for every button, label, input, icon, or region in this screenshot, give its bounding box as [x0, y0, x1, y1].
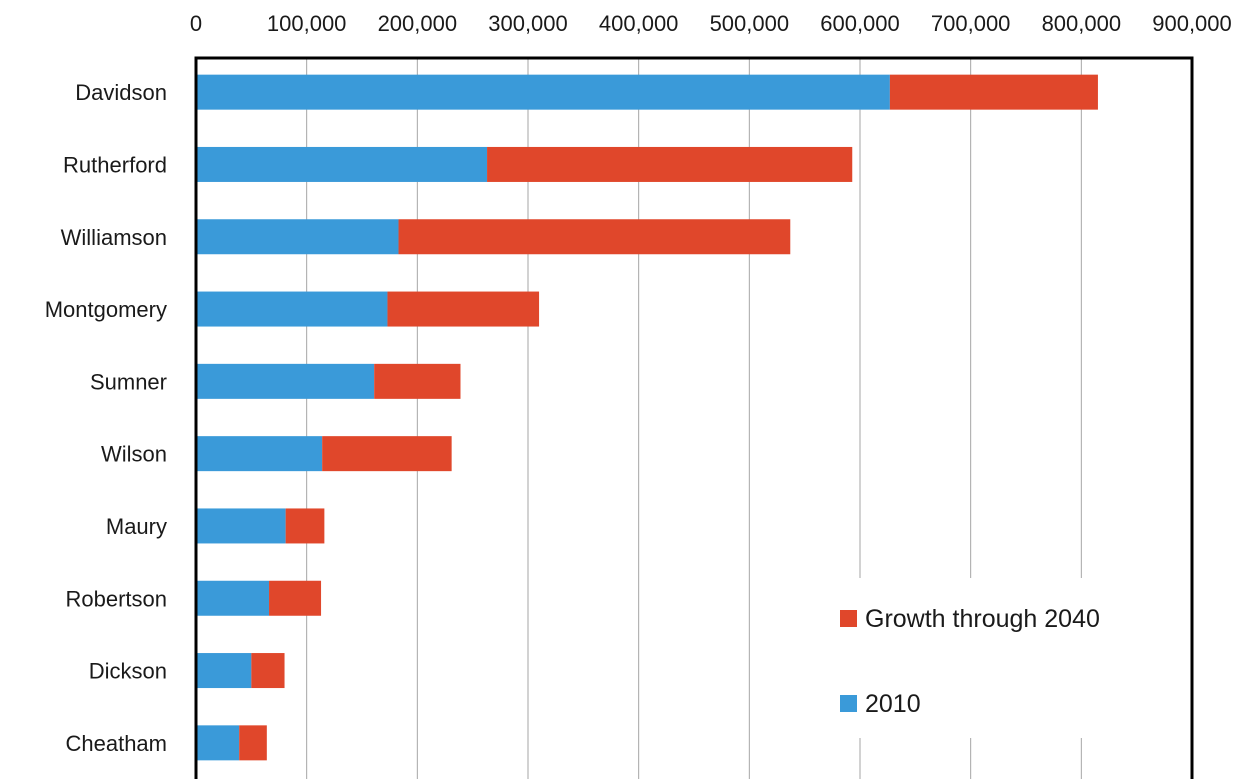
bar-segment [196, 725, 240, 761]
x-tick-label: 900,000 [1152, 11, 1232, 36]
x-tick-label: 0 [190, 11, 202, 36]
y-category-label: Wilson [101, 442, 167, 467]
bar-segment [196, 291, 388, 327]
bar-segment [889, 74, 1098, 110]
bar-segment [196, 436, 323, 472]
bar-segment [251, 653, 285, 689]
y-category-label: Maury [106, 514, 167, 539]
y-category-label: Rutherford [63, 152, 167, 177]
bar-segment [196, 219, 399, 255]
legend-swatch [840, 695, 857, 712]
x-tick-label: 300,000 [488, 11, 568, 36]
x-tick-label: 700,000 [931, 11, 1011, 36]
bar-segment [374, 363, 461, 399]
bar-segment [487, 146, 853, 182]
bar-segment [196, 146, 488, 182]
bar-segment [239, 725, 267, 761]
y-category-label: Williamson [61, 225, 167, 250]
y-category-label: Dickson [89, 659, 167, 684]
bar-segment [196, 363, 375, 399]
x-tick-label: 200,000 [378, 11, 458, 36]
legend-swatch [840, 610, 857, 627]
y-category-label: Sumner [90, 369, 167, 394]
bars [196, 74, 1098, 761]
y-category-label: Cheatham [65, 731, 167, 756]
bar-segment [322, 436, 452, 472]
x-tick-label: 500,000 [710, 11, 790, 36]
bar-segment [196, 653, 252, 689]
y-category-label: Davidson [75, 80, 167, 105]
x-axis-tick-labels: 0 100,000 200,000 300,000 400,000 500,000 600,… [190, 11, 1232, 36]
y-category-label: Montgomery [45, 297, 167, 322]
bar-segment [387, 291, 540, 327]
x-tick-label: 100,000 [267, 11, 347, 36]
legend-label: Growth through 2040 [865, 605, 1100, 633]
bar-segment [398, 219, 791, 255]
bar-segment [196, 74, 890, 110]
bar-segment [285, 508, 325, 544]
x-tick-label: 600,000 [820, 11, 900, 36]
bar-segment [196, 580, 270, 616]
legend-label: 2010 [865, 690, 921, 718]
legend-background [830, 578, 1188, 738]
legend: Growth through 2040 2010 [830, 578, 1188, 738]
bar-segment [269, 580, 322, 616]
bar-segment [196, 508, 286, 544]
x-tick-label: 400,000 [599, 11, 679, 36]
y-category-label: Robertson [65, 586, 167, 611]
x-tick-label: 800,000 [1042, 11, 1122, 36]
y-axis-category-labels: Davidson Rutherford Williamson Montgomery Su… [45, 80, 167, 756]
